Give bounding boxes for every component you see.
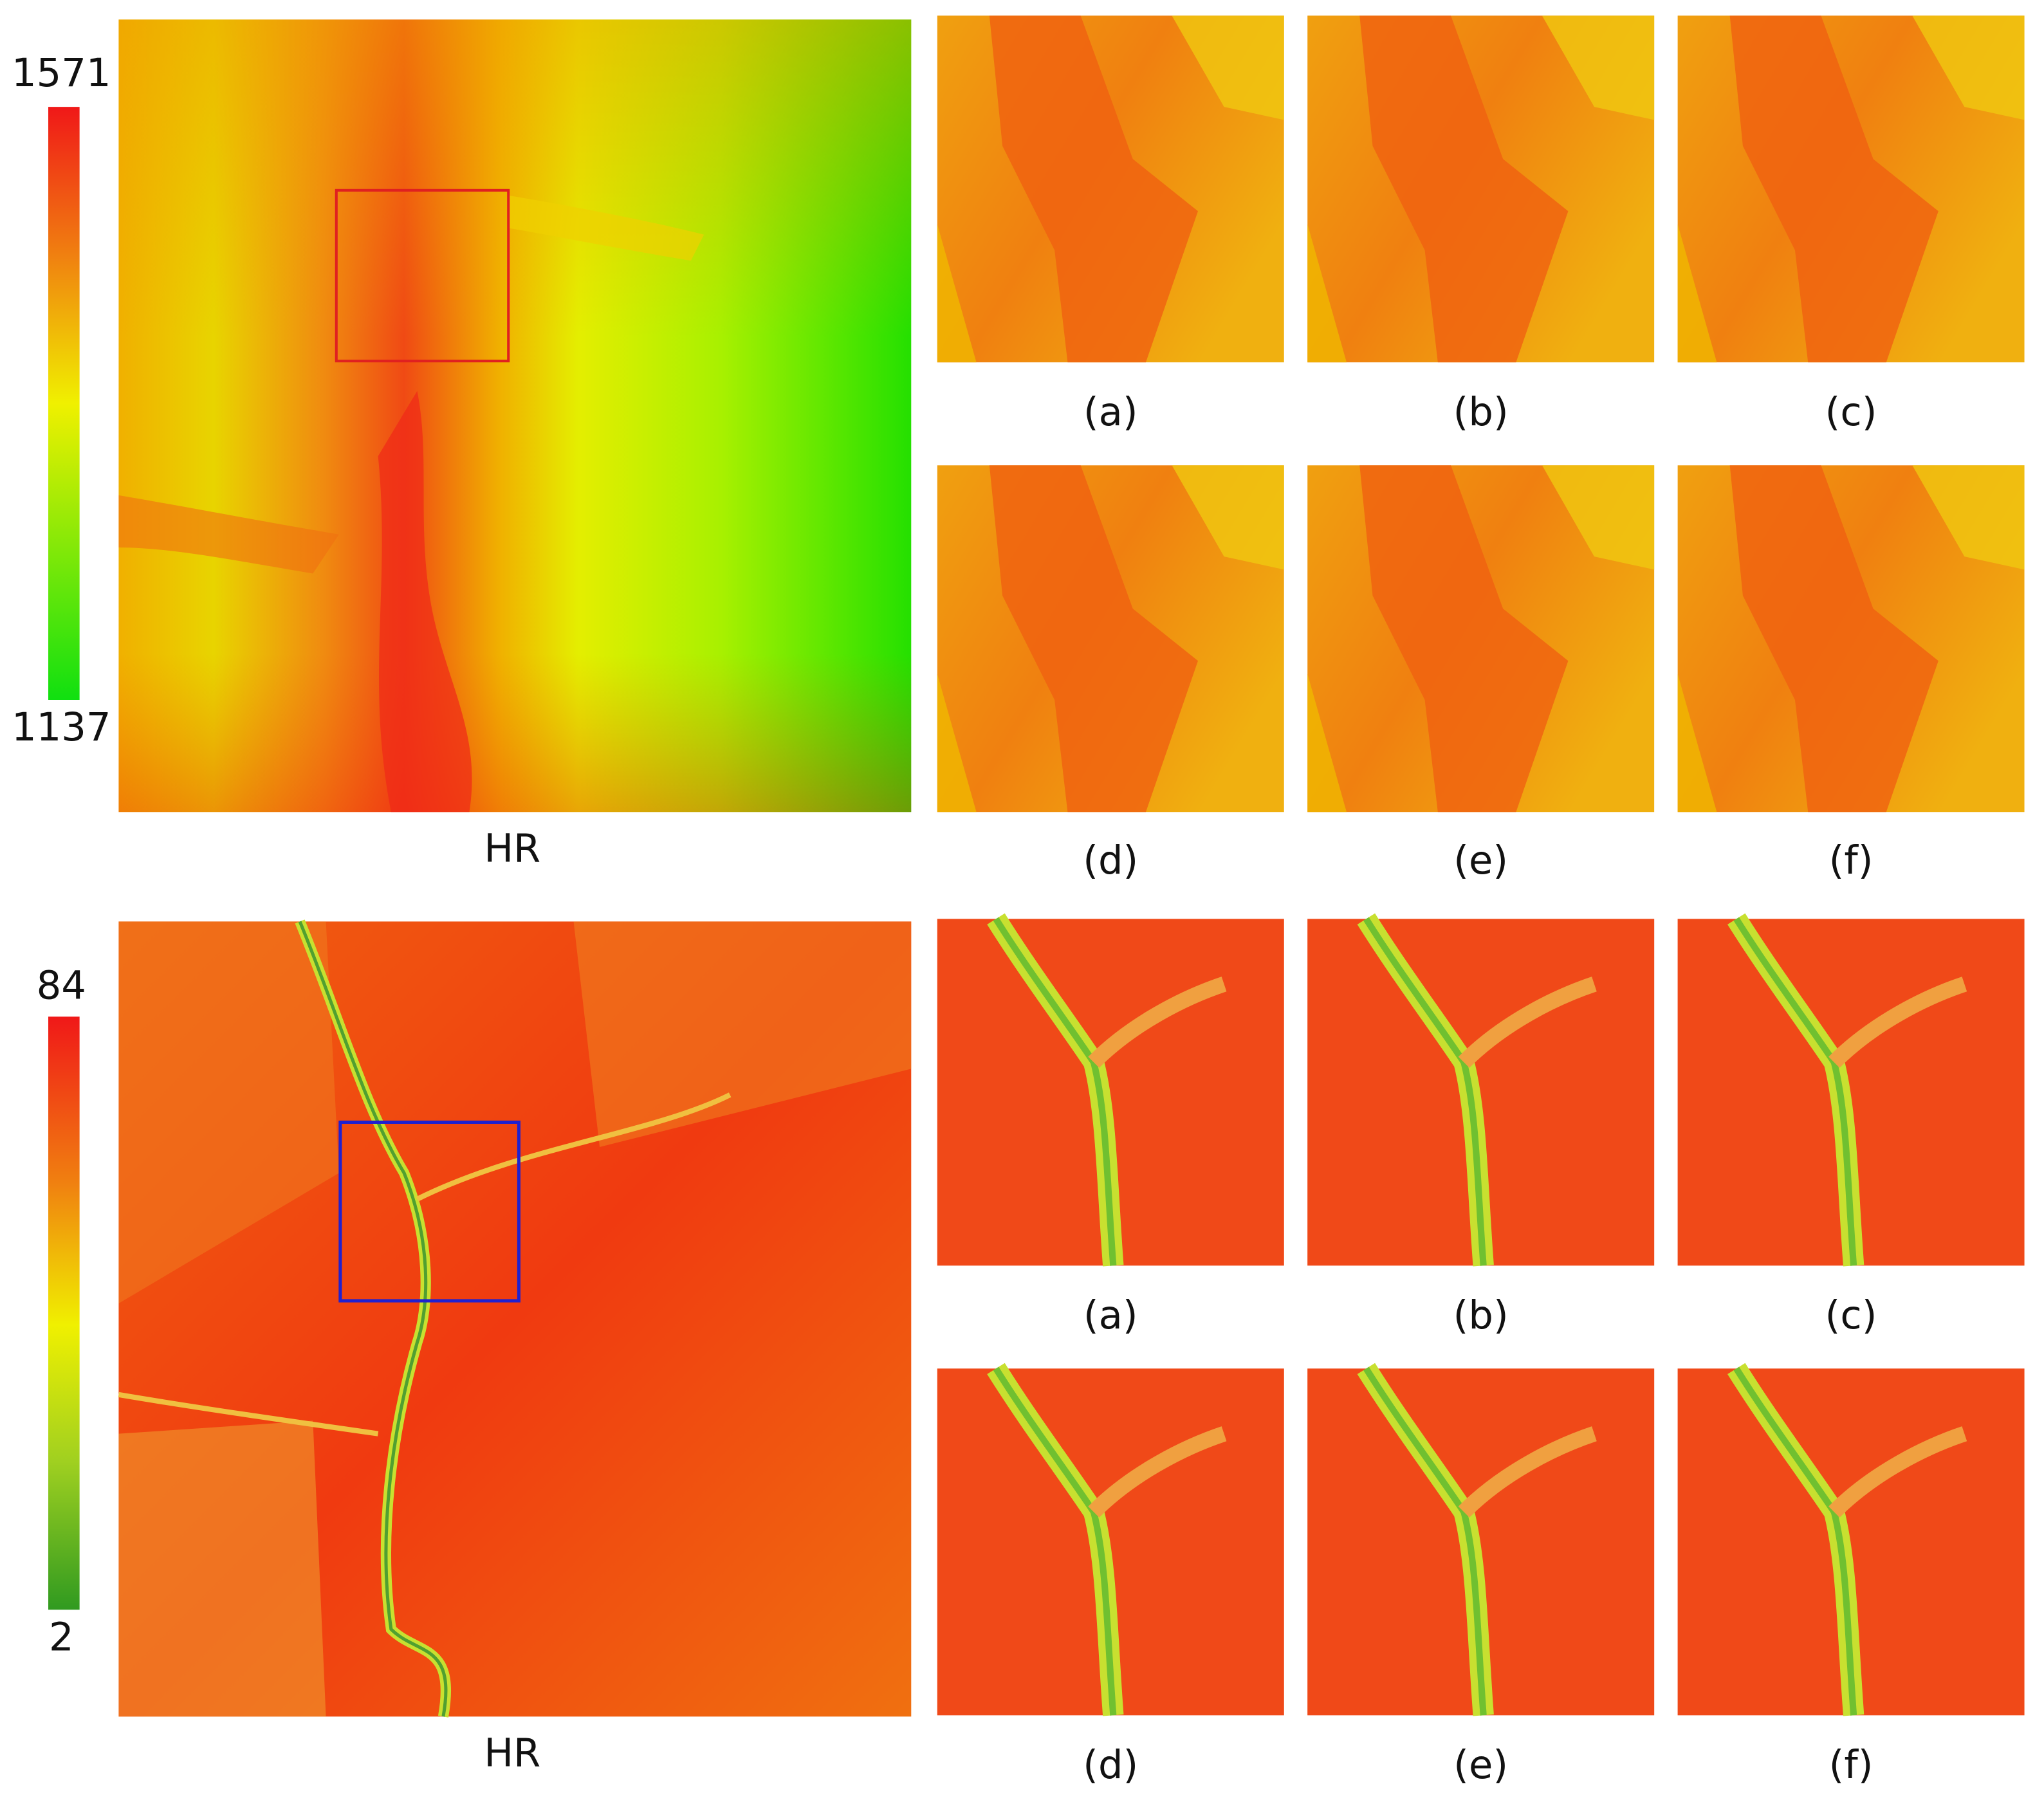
slope-image: [118, 919, 912, 1718]
crop-image: [1677, 465, 2025, 813]
crop-label: (d): [1083, 838, 1138, 883]
colorbar-min: 1137: [12, 705, 111, 750]
crop-label: (f): [1829, 838, 1874, 883]
crop-image: [1307, 465, 1655, 813]
crop-image: [1307, 15, 1655, 363]
crop-label: (f): [1829, 1743, 1874, 1788]
colorbar: [48, 107, 80, 700]
main-label: HR: [484, 1731, 540, 1776]
crop-label: (b): [1453, 1293, 1509, 1338]
zoom-box: [338, 1120, 520, 1303]
crop-image: [1678, 919, 2025, 1265]
crop-image: [1677, 15, 2025, 363]
crop-label: (a): [1083, 390, 1138, 435]
crop-label: (e): [1453, 838, 1508, 883]
crop-image: [937, 1368, 1284, 1715]
crop-image: [1678, 1368, 2025, 1715]
crop-label: (e): [1453, 1743, 1508, 1788]
crop-image: [1307, 919, 1654, 1265]
colorbar-max: 84: [37, 963, 86, 1008]
crop-image: [1307, 1368, 1654, 1715]
crop-label: (c): [1825, 390, 1877, 435]
crop-label: (b): [1453, 390, 1509, 435]
colorbar-max: 1571: [12, 51, 111, 96]
crop-image: [937, 15, 1284, 363]
crop-label: (c): [1825, 1293, 1877, 1338]
crop-label: (a): [1083, 1293, 1138, 1338]
crop-image: [937, 919, 1284, 1265]
main-label: HR: [484, 827, 540, 872]
crop-label: (d): [1083, 1743, 1138, 1788]
colorbar-min: 2: [49, 1615, 74, 1660]
colorbar: [48, 1016, 80, 1610]
dem-image: [118, 19, 912, 813]
zoom-box: [335, 188, 510, 363]
crop-image: [937, 465, 1284, 813]
